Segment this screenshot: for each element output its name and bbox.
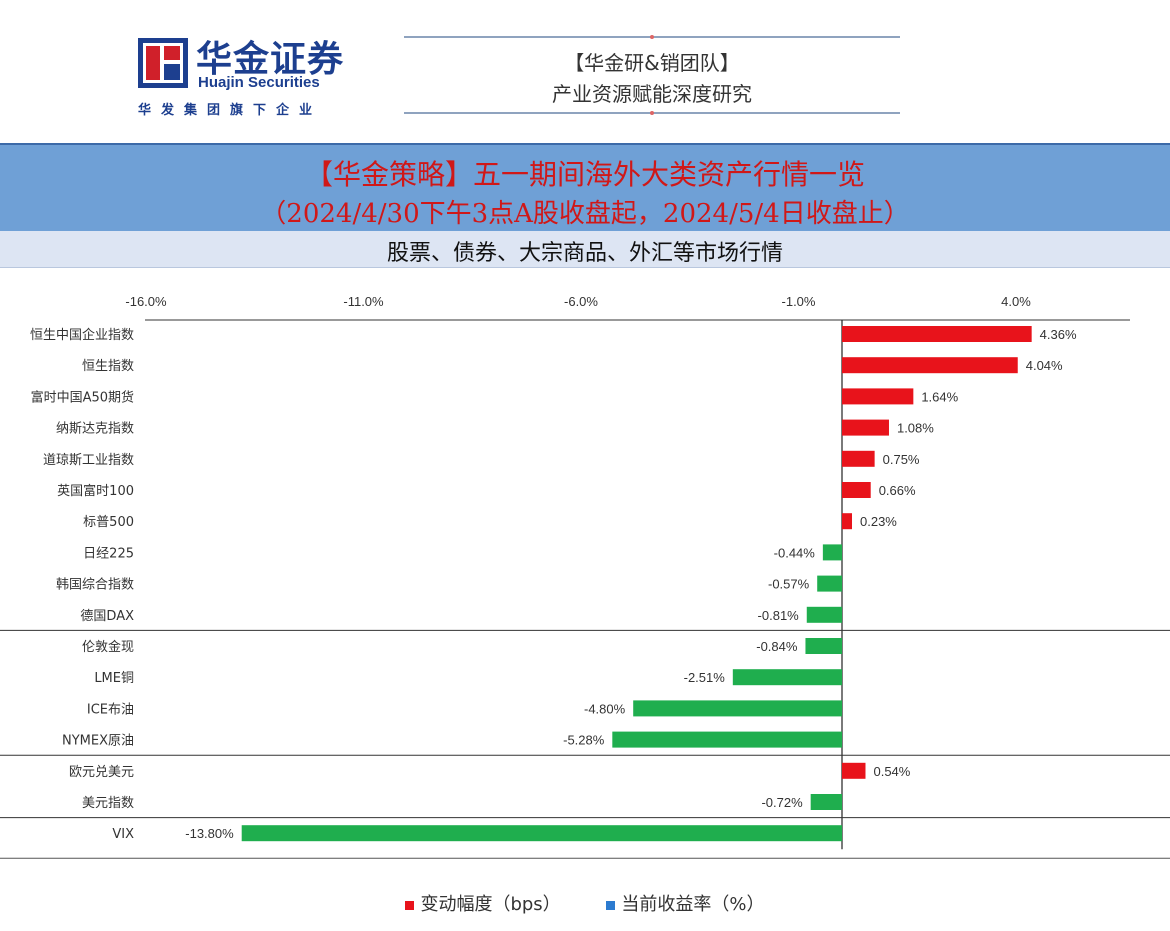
- legend-swatch-red: [405, 900, 415, 910]
- bar: [842, 513, 853, 530]
- bar: [842, 762, 866, 779]
- value-label: -0.44%: [774, 545, 816, 560]
- legend-item-yield: 当前收益率（%）: [606, 890, 765, 916]
- bar: [842, 450, 875, 467]
- bar: [842, 357, 1018, 374]
- bar: [810, 794, 842, 810]
- category-label: 欧元兑美元: [69, 765, 134, 780]
- category-label: ICE布油: [87, 702, 134, 717]
- title-banner: 【华金策略】五一期间海外大类资产行情一览 （2024/4/30下午3点A股收盘起…: [0, 143, 1170, 233]
- team-title: 【华金研&销团队】: [564, 51, 740, 75]
- bar: [842, 482, 871, 498]
- value-label: -5.28%: [563, 733, 605, 748]
- logo-chinese-name: 华金证券: [196, 39, 345, 80]
- legend-label-yield: 当前收益率（%）: [621, 894, 765, 915]
- team-subtitle: 产业资源赋能深度研究: [552, 82, 752, 106]
- x-tick-label: -11.0%: [343, 294, 384, 309]
- chart-legend: 变动幅度（bps） 当前收益率（%）: [0, 890, 1170, 916]
- category-label: LME铜: [94, 671, 134, 686]
- value-label: -13.80%: [185, 826, 234, 841]
- category-label: 韩国综合指数: [56, 578, 134, 593]
- category-label: NYMEX原油: [62, 734, 134, 749]
- bar: [822, 544, 842, 561]
- x-tick-label: 4.0%: [1001, 294, 1031, 309]
- bar: [805, 638, 842, 654]
- logo-english-name: Huajin Securities: [198, 74, 320, 91]
- x-tick-label: -6.0%: [564, 294, 598, 309]
- value-label: 0.23%: [860, 514, 897, 529]
- value-label: 4.04%: [1026, 358, 1063, 373]
- value-label: 0.54%: [873, 764, 910, 779]
- category-label: 恒生指数: [82, 359, 134, 374]
- category-label: 日经225: [83, 546, 134, 561]
- value-label: 1.08%: [897, 421, 934, 436]
- value-label: -0.57%: [768, 577, 810, 592]
- legend-label-change: 变动幅度（bps）: [420, 894, 561, 915]
- category-label: 标普500: [83, 515, 134, 530]
- value-label: -0.84%: [756, 639, 798, 654]
- bar: [732, 669, 842, 686]
- value-label: -0.72%: [761, 795, 803, 810]
- legend-swatch-blue: [606, 900, 616, 910]
- huajin-logo-icon: [138, 38, 188, 88]
- value-label: -4.80%: [584, 701, 626, 716]
- value-label: 4.36%: [1040, 327, 1077, 342]
- category-label: 富时中国A50期货: [31, 389, 134, 405]
- category-label: 德国DAX: [80, 609, 134, 624]
- team-top-dot: [650, 35, 654, 39]
- value-label: -0.81%: [758, 608, 800, 623]
- value-label: 0.75%: [883, 452, 920, 467]
- bar: [612, 731, 842, 748]
- bar: [241, 825, 842, 842]
- category-label: 美元指数: [82, 796, 134, 811]
- chart-subtitle: 股票、债券、大宗商品、外汇等市场行情: [386, 241, 783, 266]
- bar: [842, 419, 889, 436]
- bar: [842, 326, 1032, 342]
- value-label: 1.64%: [921, 389, 958, 404]
- subtitle-banner: 股票、债券、大宗商品、外汇等市场行情: [0, 231, 1170, 268]
- logo-tagline: 华发集团旗下企业: [138, 103, 323, 118]
- category-label: 伦敦金现: [82, 639, 134, 655]
- bar-chart: -16.0% -11.0% -6.0% -1.0% 4.0% 恒生中国企业指数 4.36% 恒…: [0, 294, 1170, 859]
- category-label: 英国富时100: [57, 483, 134, 499]
- chart-date-range: （2024/4/30下午3点A股收盘起，2024/5/4日收盘止）: [260, 199, 910, 229]
- bar: [842, 388, 914, 405]
- report-header: 华金证券 Huajin Securities 华发集团旗下企业 【华金研&销团队…: [0, 0, 1170, 143]
- category-label: 道琼斯工业指数: [43, 453, 134, 468]
- x-tick-label: -16.0%: [125, 294, 167, 309]
- legend-item-change: 变动幅度（bps）: [405, 890, 561, 916]
- bar: [817, 575, 842, 592]
- category-label: 纳斯达克指数: [56, 422, 134, 437]
- category-label: VIX: [112, 827, 134, 842]
- x-tick-label: -1.0%: [782, 294, 816, 309]
- category-label: 恒生中国企业指数: [30, 327, 134, 343]
- team-bottom-dot: [650, 111, 654, 115]
- bar: [806, 606, 842, 623]
- chart-title: 【华金策略】五一期间海外大类资产行情一览: [304, 158, 865, 191]
- bar: [633, 700, 842, 717]
- team-box: 【华金研&销团队】 产业资源赋能深度研究: [404, 35, 900, 115]
- value-label: 0.66%: [879, 483, 916, 498]
- value-label: -2.51%: [684, 670, 726, 685]
